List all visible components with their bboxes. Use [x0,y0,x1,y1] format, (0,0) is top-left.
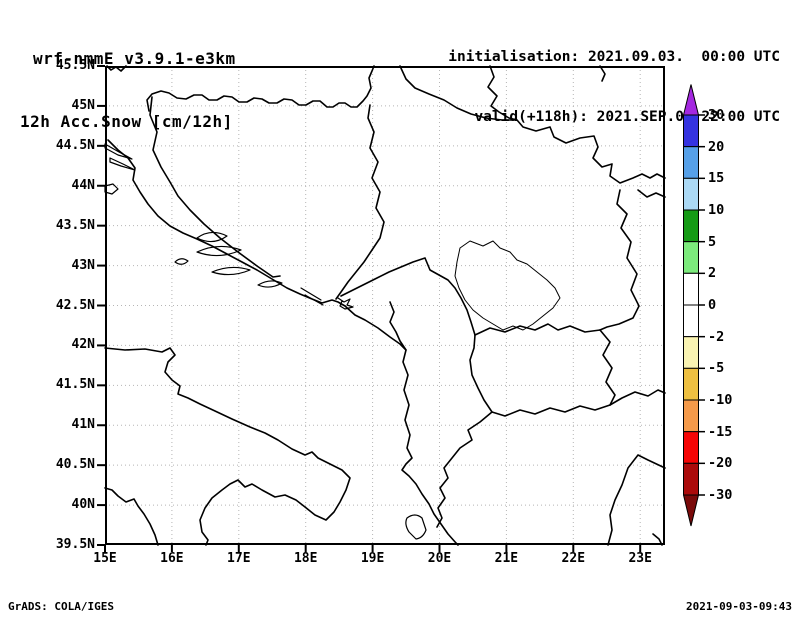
colorbar-tick-label: 0 [708,297,717,313]
outline-macedonia-west-border [469,334,493,413]
outline-bosnia-west-border [149,96,281,278]
outline-sava-north-border [146,65,375,112]
outline-kotor-bay [337,297,354,310]
outline-macedonia-north-border [474,323,601,336]
colorbar-segment [683,177,699,211]
colorbar-segment [683,272,699,306]
x-tick-label: 20E [427,551,452,566]
outline-macedonia-south-border [491,404,611,417]
colorbar-segment [683,241,699,274]
colorbar-tick-label: -30 [708,487,733,503]
colorbar-tick-label: 20 [708,138,725,155]
colorbar-tick-label: -5 [708,360,725,377]
outline-corfu-island [405,514,427,540]
colorbar-segment [683,336,699,369]
colorbar-segment [683,399,699,433]
x-tick-label: 22E [561,551,586,566]
y-tick-label: 44N [71,177,95,193]
outline-drina-border [335,104,385,300]
outline-peljesac-channel-2 [304,294,324,306]
y-tick-label: 45N [71,97,95,113]
y-tick-label: 45.5N [55,58,95,73]
colorbar-top-arrow [683,84,700,116]
outline-macedonia-east-border [599,329,616,406]
x-tick-label: 23E [628,551,652,566]
colorbar-tick-label: -10 [708,392,733,408]
valid-time-label: valid(+118h): 2021.SEP.07 22:00 UTC [474,109,780,125]
colorbar-tick-label: -20 [708,455,733,472]
init-time-label: initialisation: 2021.09.03. 00:00 UTC [448,49,780,65]
y-tick-label: 43.5N [55,217,95,233]
model-name: wrf-nmmE_v3.9.1-e3km [33,49,236,68]
y-tick-label: 40N [71,497,95,513]
outline-serbia-bulgaria-border [599,189,640,331]
map-canvas [97,65,666,552]
outline-top-right-border [599,65,606,82]
outline-peljesac-channel-1 [300,287,322,301]
outline-aegean-coast [607,454,666,546]
x-tick-label: 21E [494,551,519,566]
time-info-block: initialisation: 2021.09.03. 00:00 UTC va… [410,7,780,167]
outline-italy-tyrrhenian-coast [104,487,159,546]
colorbar-segment [683,146,699,179]
map-frame [105,66,665,545]
outline-island-c [174,258,189,265]
colorbar-bottom-arrow [683,494,700,527]
axis-ticks [97,65,642,552]
colorbar-segment [683,462,699,496]
x-tick-label: 18E [293,551,318,566]
outline-adriatic-east-coast [107,139,459,546]
colorbar-tick-label: 5 [708,233,717,250]
outline-italy-adriatic-coast [104,347,351,546]
x-tick-label: 17E [227,551,251,566]
y-tick-label: 42N [71,337,95,353]
outline-island-d [211,266,251,276]
outline-montenegro-albania-border [389,301,407,351]
colorbar-tick-label: 2 [708,265,717,282]
colorbar-segment [683,114,699,148]
colorbar-segment [683,304,699,338]
y-tick-label: 44.5N [55,137,95,153]
y-tick-label: 41N [71,417,95,433]
y-tick-label: 42.5N [55,297,95,313]
gridlines [105,66,665,545]
outline-island-a [196,231,228,243]
outline-montenegro-serbia-kosovo-border [340,257,476,336]
x-tick-label: 15E [93,551,117,566]
outline-kosovo-outline [454,240,561,331]
y-tick-label: 39.5N [55,537,95,552]
outline-greece-albania-border [436,411,493,528]
outline-island-b [196,245,242,257]
colorbar-tick-label: -2 [708,328,725,345]
colorbar [683,84,705,527]
y-tick-label: 41.5N [55,377,95,393]
map-outlines [104,65,666,546]
colorbar-tick-label: 30 [708,107,725,123]
outline-greece-bulgaria-border [609,389,666,406]
colorbar-tick-label: 15 [708,170,725,187]
grads-credit: GrADS: COLA/IGES [8,600,114,613]
x-tick-label: 19E [360,551,385,566]
outline-kvarner-sliver-1 [104,143,133,160]
colorbar-tick-label: -15 [708,423,733,440]
colorbar-tick-label: 10 [708,202,725,218]
colorbar-segment [683,209,699,243]
outline-croatia-serbia-border [399,65,518,121]
render-timestamp: 2021-09-03-09:43 [686,600,792,613]
colorbar-segment [683,367,699,401]
outline-danube-romania-border [487,65,666,184]
x-tick-label: 16E [160,551,184,566]
outline-iron-gates-wiggle [637,189,666,198]
y-tick-label: 40.5N [55,457,95,473]
colorbar-segment [683,431,699,464]
outline-kvarner-sliver-2 [109,157,136,171]
outline-island-e [257,280,283,288]
y-tick-label: 43N [71,257,95,273]
